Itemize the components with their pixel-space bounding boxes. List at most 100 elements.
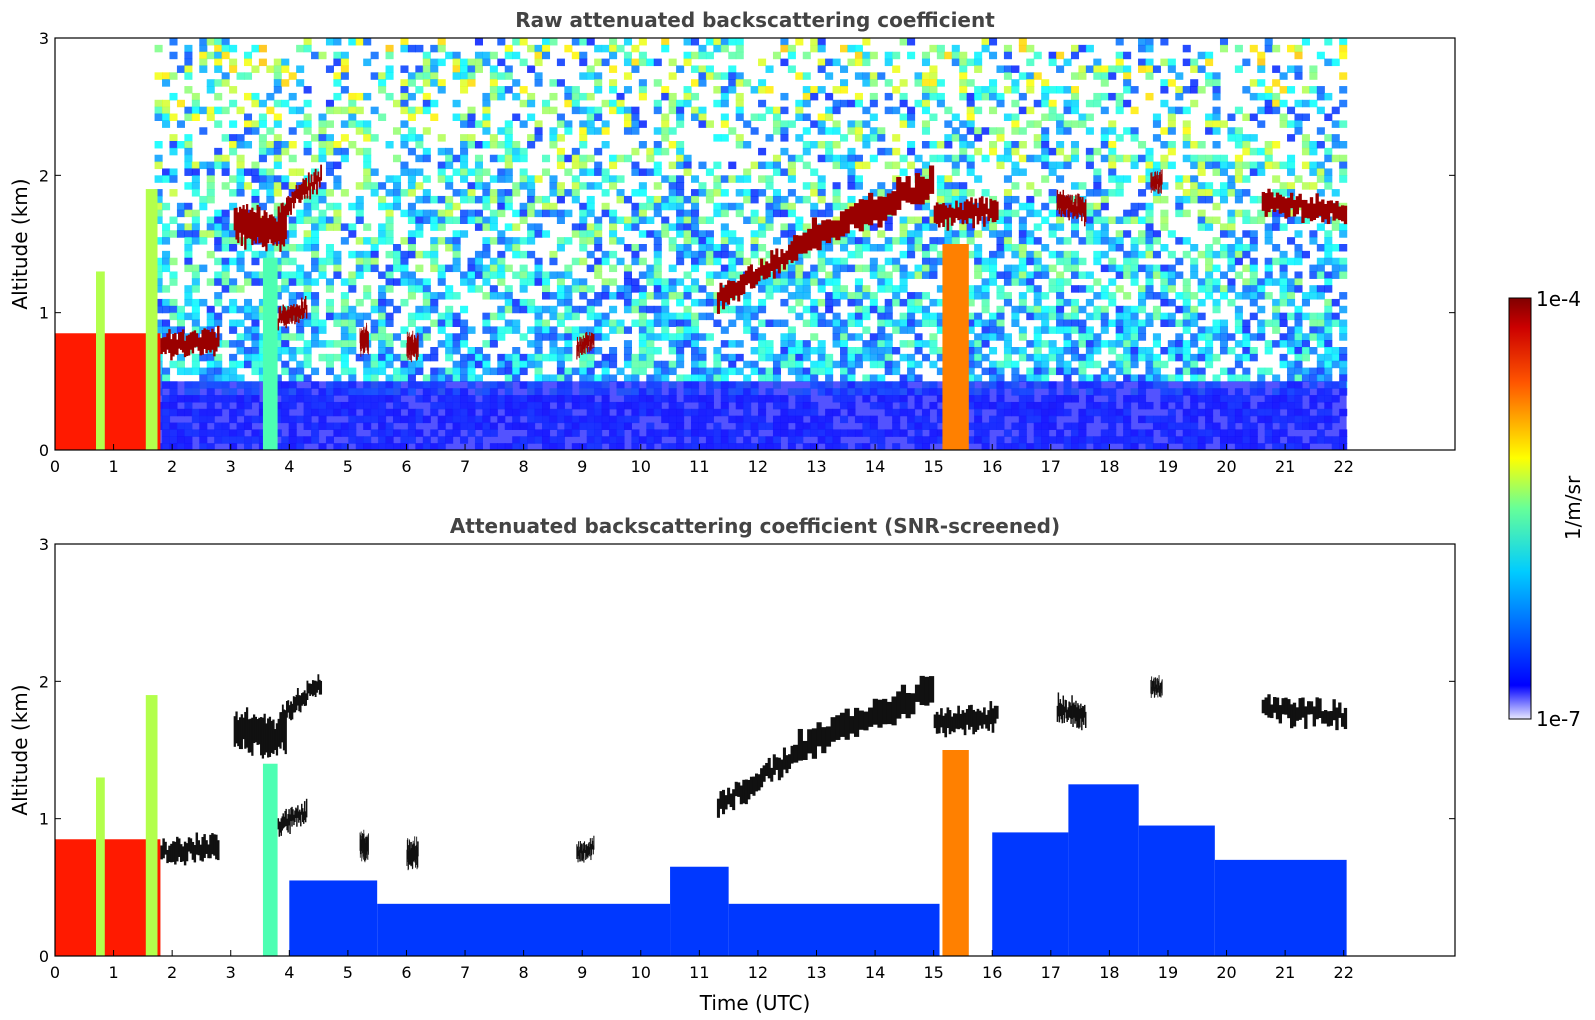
noise-cell	[355, 147, 364, 156]
noise-cell	[594, 298, 603, 307]
noise-cell	[1085, 223, 1094, 231]
noise-cell	[1115, 189, 1124, 197]
noise-cell	[571, 326, 580, 334]
noise-cell	[966, 374, 975, 382]
noise-cell	[1078, 285, 1087, 293]
noise-cell	[735, 367, 744, 376]
noise-cell	[1190, 312, 1199, 321]
noise-cell	[489, 285, 498, 293]
noise-cell	[191, 99, 200, 108]
noise-cell	[758, 223, 767, 231]
noise-cell	[1190, 319, 1199, 327]
noise-cell	[1115, 99, 1124, 108]
noise-cell	[810, 305, 819, 314]
noise-cell	[653, 106, 662, 115]
noise-cell	[787, 175, 796, 183]
noise-cell	[460, 168, 469, 176]
noise-cell	[854, 51, 863, 60]
noise-cell	[564, 353, 573, 362]
noise-cell	[996, 216, 1005, 224]
noise-cell	[236, 154, 245, 163]
noise-cell	[1138, 374, 1147, 382]
noise-cell	[1115, 333, 1124, 341]
noise-cell	[1100, 79, 1109, 87]
noise-cell	[661, 134, 670, 142]
noise-cell	[1205, 161, 1214, 170]
noise-cell	[780, 285, 789, 293]
noise-cell	[370, 298, 379, 307]
noise-cell	[1070, 72, 1080, 80]
noise-cell	[378, 202, 387, 211]
noise-cell	[1056, 257, 1065, 266]
noise-cell	[772, 168, 782, 176]
noise-cell	[504, 147, 513, 156]
noise-cell	[534, 195, 543, 204]
noise-cell	[467, 347, 476, 355]
noise-cell	[229, 141, 238, 149]
noise-cell	[541, 202, 551, 211]
noise-cell	[333, 106, 342, 115]
noise-cell	[311, 326, 320, 334]
noise-cell	[467, 367, 476, 376]
noise-cell	[720, 230, 729, 238]
noise-cell	[378, 223, 387, 231]
noise-cell	[1003, 195, 1012, 204]
noise-cell	[862, 120, 871, 128]
noise-cell	[609, 99, 618, 108]
noise-cell	[467, 134, 476, 142]
noise-cell	[452, 257, 461, 266]
noise-cell	[460, 319, 469, 327]
noise-cell	[1212, 189, 1221, 197]
noise-cell	[631, 250, 640, 259]
noise-cell	[489, 189, 498, 197]
noise-cell	[623, 278, 633, 286]
noise-cell	[609, 326, 618, 334]
noise-cell	[1249, 92, 1258, 101]
noise-cell	[221, 79, 230, 87]
noise-cell	[787, 347, 796, 355]
noise-cell	[951, 127, 960, 135]
noise-cell	[981, 92, 990, 101]
noise-cell	[333, 216, 342, 224]
noise-cell	[1093, 333, 1102, 341]
noise-cell	[802, 195, 811, 204]
noise-cell	[1018, 141, 1027, 149]
noise-cell	[1145, 278, 1154, 286]
noise-cell	[638, 120, 647, 128]
noise-cell	[214, 92, 223, 101]
noise-cell	[296, 120, 305, 128]
noise-cell	[594, 216, 603, 224]
noise-cell	[452, 202, 461, 211]
noise-cell	[1078, 65, 1087, 73]
noise-cell	[989, 250, 998, 259]
noise-cell	[1167, 285, 1176, 293]
noise-cell	[668, 292, 677, 300]
noise-cell	[810, 189, 819, 197]
noise-cell	[705, 257, 714, 266]
noise-cell	[258, 312, 267, 321]
noise-cell	[430, 65, 439, 73]
noise-cell	[996, 244, 1005, 252]
noise-cell	[1130, 374, 1139, 382]
noise-cell	[579, 72, 588, 80]
noise-cell	[1167, 319, 1176, 327]
noise-cell	[691, 285, 700, 293]
noise-cell	[1212, 127, 1221, 135]
noise-cell	[407, 106, 416, 115]
noise-cell	[1048, 230, 1057, 238]
noise-cell	[921, 58, 931, 67]
noise-cell	[683, 305, 692, 314]
noise-cell	[184, 113, 193, 121]
noise-cell	[877, 264, 886, 273]
noise-cell	[1093, 257, 1102, 266]
noise-cell	[609, 347, 618, 355]
noise-cell	[1167, 271, 1176, 279]
noise-cell	[281, 250, 290, 259]
noise-cell	[832, 202, 841, 211]
noise-cell	[1272, 319, 1281, 327]
noise-cell	[489, 264, 498, 273]
noise-cell	[735, 72, 744, 80]
noise-cell	[497, 127, 506, 135]
noise-cell	[407, 278, 416, 286]
noise-cell	[288, 353, 297, 362]
